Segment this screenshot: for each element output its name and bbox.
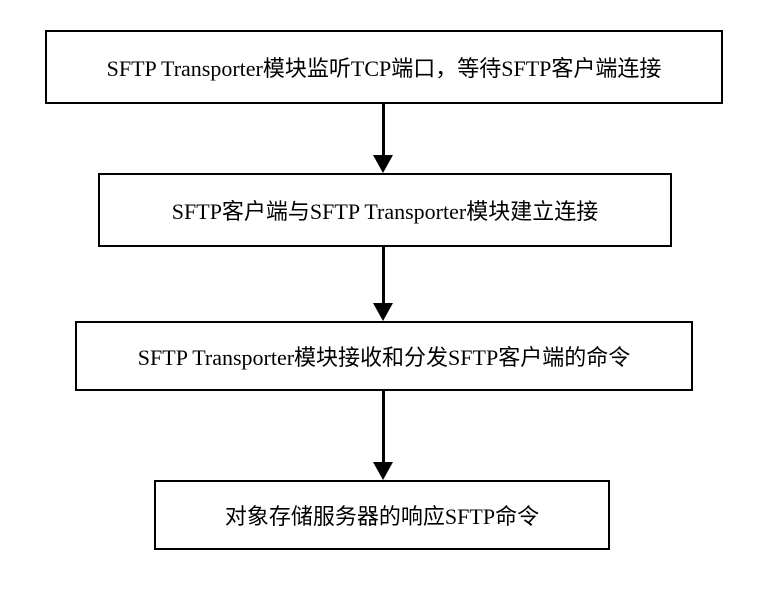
flow-node-3-label: SFTP Transporter模块接收和分发SFTP客户端的命令 xyxy=(138,340,630,372)
flow-node-1: SFTP Transporter模块监听TCP端口，等待SFTP客户端连接 xyxy=(45,30,723,104)
flow-node-4: 对象存储服务器的响应SFTP命令 xyxy=(154,480,610,550)
flow-arrow-2-line xyxy=(382,247,385,303)
flowchart-canvas: SFTP Transporter模块监听TCP端口，等待SFTP客户端连接 SF… xyxy=(0,0,766,601)
flow-node-2: SFTP客户端与SFTP Transporter模块建立连接 xyxy=(98,173,672,247)
flow-node-3: SFTP Transporter模块接收和分发SFTP客户端的命令 xyxy=(75,321,693,391)
flow-node-4-label: 对象存储服务器的响应SFTP命令 xyxy=(225,499,539,531)
flow-arrow-2-head xyxy=(373,303,393,321)
flow-arrow-1-line xyxy=(382,104,385,155)
flow-arrow-1-head xyxy=(373,155,393,173)
flow-node-1-label: SFTP Transporter模块监听TCP端口，等待SFTP客户端连接 xyxy=(107,51,662,83)
flow-arrow-3-head xyxy=(373,462,393,480)
flow-arrow-3-line xyxy=(382,391,385,462)
flow-node-2-label: SFTP客户端与SFTP Transporter模块建立连接 xyxy=(172,194,598,226)
